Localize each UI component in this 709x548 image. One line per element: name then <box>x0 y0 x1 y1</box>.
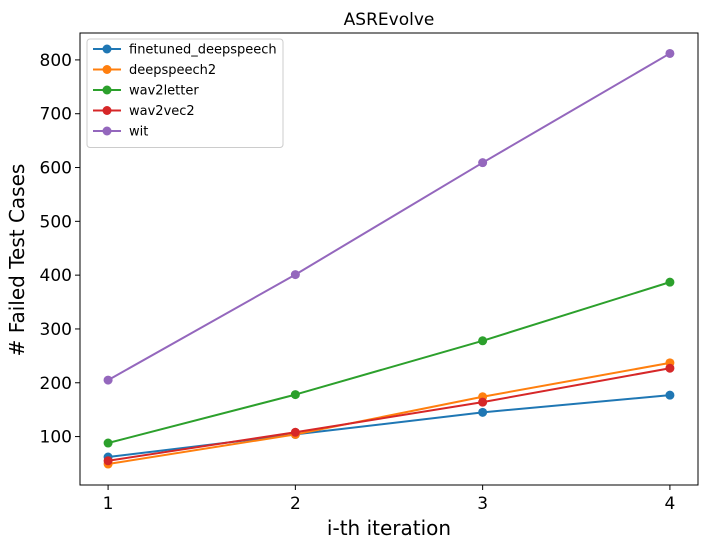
legend-marker <box>102 65 112 74</box>
series-wav2vec2 <box>103 363 675 466</box>
plot-area <box>103 48 675 469</box>
legend-marker <box>102 44 112 54</box>
x-tick-label: 4 <box>664 494 675 514</box>
y-tick-label: 400 <box>40 266 72 286</box>
series-wit <box>103 48 675 385</box>
y-tick-label: 500 <box>40 212 72 232</box>
data-point <box>290 390 300 400</box>
legend-marker <box>102 106 112 115</box>
data-point <box>478 158 488 168</box>
data-point <box>665 277 675 287</box>
series-line <box>107 281 671 445</box>
legend-box <box>86 38 284 148</box>
series-wav2letter <box>103 277 675 448</box>
series-line <box>107 52 671 382</box>
data-point <box>665 390 675 400</box>
legend-label: finetuned_deepspeech <box>129 43 277 58</box>
y-tick-label: 800 <box>40 51 72 71</box>
legend-item: deepspeech2 <box>93 63 216 78</box>
series-line <box>107 367 671 462</box>
chart-title: ASREvolve <box>344 10 435 30</box>
data-point <box>290 427 300 437</box>
x-tick-label: 1 <box>103 494 114 514</box>
data-point <box>103 456 113 466</box>
legend-label: wav2letter <box>129 84 199 99</box>
legend-marker <box>102 85 112 95</box>
series-line <box>107 361 671 466</box>
x-axis-label: i-th iteration <box>327 516 451 540</box>
y-tick-label: 200 <box>40 374 72 394</box>
legend-label: deepspeech2 <box>129 63 216 78</box>
data-point <box>478 336 488 346</box>
legend-item: wav2vec2 <box>93 104 195 119</box>
data-point <box>103 438 113 448</box>
legend-label: wav2vec2 <box>129 104 195 119</box>
data-point <box>290 270 300 280</box>
legend: finetuned_deepspeech deepspeech2 wav2lette… <box>86 38 284 148</box>
data-point <box>665 48 675 58</box>
y-tick-label: 300 <box>40 320 72 340</box>
y-tick-label: 700 <box>40 105 72 125</box>
axes: 1 2 3 4 100 200 300 400 500 600 700 800 <box>40 32 699 514</box>
data-point <box>103 375 113 385</box>
y-tick-label: 600 <box>40 159 72 179</box>
legend-item: wit <box>93 125 148 140</box>
data-point <box>665 363 675 373</box>
y-tick-label: 100 <box>40 428 72 448</box>
data-point <box>478 407 488 417</box>
axes-frame <box>79 32 699 486</box>
x-tick-label: 3 <box>477 494 488 514</box>
y-axis-label: # Failed Test Cases <box>5 164 29 357</box>
legend-item: wav2letter <box>93 84 199 99</box>
data-point <box>478 397 488 407</box>
legend-marker <box>102 126 112 136</box>
legend-item: finetuned_deepspeech <box>93 43 277 58</box>
x-tick-label: 2 <box>290 494 301 514</box>
legend-label: wit <box>129 125 148 140</box>
